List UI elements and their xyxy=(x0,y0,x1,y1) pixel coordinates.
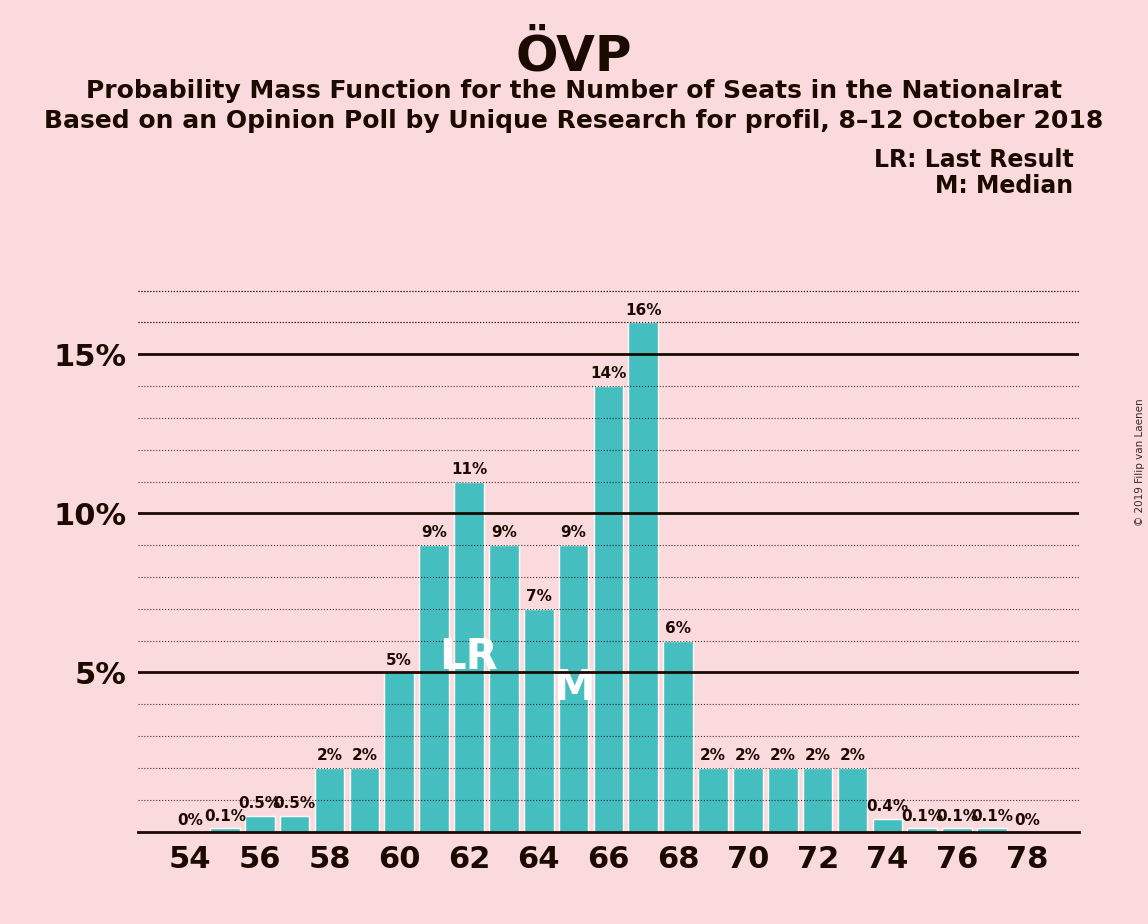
Text: 2%: 2% xyxy=(805,748,831,763)
Text: LR: Last Result: LR: Last Result xyxy=(874,148,1073,172)
Text: 0.5%: 0.5% xyxy=(239,796,281,811)
Bar xyxy=(768,768,798,832)
Text: 2%: 2% xyxy=(735,748,761,763)
Text: 6%: 6% xyxy=(665,621,691,636)
Bar xyxy=(734,768,762,832)
Text: 0.4%: 0.4% xyxy=(867,799,908,814)
Text: M: Median: M: Median xyxy=(936,174,1073,198)
Text: LR: LR xyxy=(440,636,498,677)
Bar xyxy=(943,829,972,832)
Text: 2%: 2% xyxy=(770,748,796,763)
Bar xyxy=(838,768,868,832)
Bar xyxy=(385,673,414,832)
Bar xyxy=(698,768,728,832)
Text: 0.1%: 0.1% xyxy=(936,808,978,823)
Text: 0.1%: 0.1% xyxy=(901,808,944,823)
Bar xyxy=(523,609,553,832)
Text: 9%: 9% xyxy=(491,526,517,541)
Text: 2%: 2% xyxy=(700,748,726,763)
Text: Probability Mass Function for the Number of Seats in the Nationalrat: Probability Mass Function for the Number… xyxy=(86,79,1062,103)
Bar xyxy=(455,481,483,832)
Bar xyxy=(280,816,310,832)
Bar xyxy=(628,322,658,832)
Text: 2%: 2% xyxy=(351,748,378,763)
Bar xyxy=(350,768,379,832)
Text: 0.1%: 0.1% xyxy=(971,808,1013,823)
Text: 2%: 2% xyxy=(839,748,866,763)
Bar xyxy=(907,829,937,832)
Bar xyxy=(245,816,274,832)
Bar xyxy=(419,545,449,832)
Text: M: M xyxy=(553,667,595,710)
Bar xyxy=(315,768,344,832)
Bar xyxy=(559,545,589,832)
Text: ÖVP: ÖVP xyxy=(515,32,633,80)
Text: Based on an Opinion Poll by Unique Research for profil, 8–12 October 2018: Based on an Opinion Poll by Unique Resea… xyxy=(45,109,1103,133)
Bar xyxy=(594,386,623,832)
Text: 11%: 11% xyxy=(451,462,487,477)
Bar xyxy=(977,829,1007,832)
Text: 9%: 9% xyxy=(560,526,587,541)
Bar xyxy=(664,640,693,832)
Bar xyxy=(872,819,902,832)
Bar xyxy=(210,829,240,832)
Text: 0%: 0% xyxy=(177,813,203,829)
Bar xyxy=(489,545,519,832)
Text: 7%: 7% xyxy=(526,589,552,604)
Text: 9%: 9% xyxy=(421,526,447,541)
Text: 0.1%: 0.1% xyxy=(204,808,246,823)
Text: 5%: 5% xyxy=(387,652,412,668)
Text: 16%: 16% xyxy=(625,302,661,318)
Bar xyxy=(802,768,832,832)
Text: © 2019 Filip van Laenen: © 2019 Filip van Laenen xyxy=(1135,398,1145,526)
Text: 14%: 14% xyxy=(590,366,627,382)
Text: 0%: 0% xyxy=(1014,813,1040,829)
Text: 0.5%: 0.5% xyxy=(273,796,316,811)
Text: 2%: 2% xyxy=(317,748,342,763)
